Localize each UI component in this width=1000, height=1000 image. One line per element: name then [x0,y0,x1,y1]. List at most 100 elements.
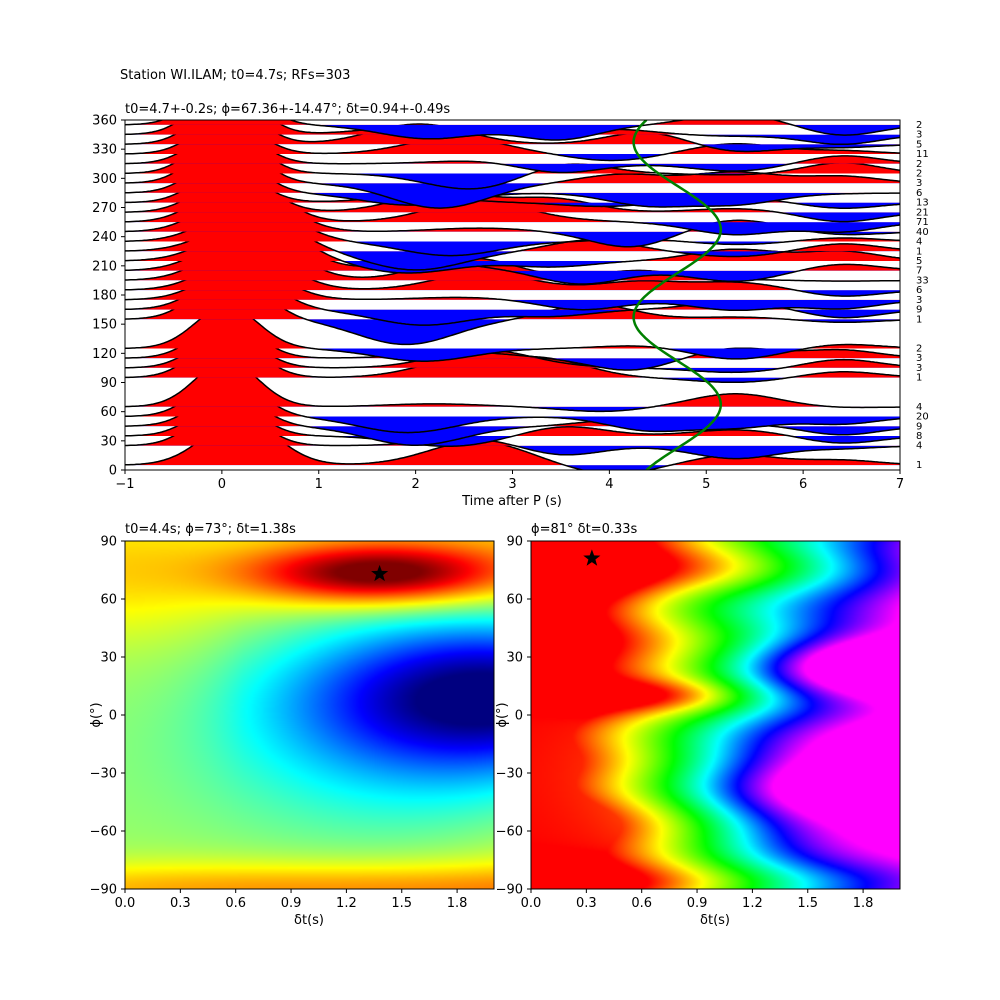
heatmap-x-tick-label: 0.3 [170,896,191,911]
heatmap-x-tick-label: 1.5 [797,896,818,911]
rf-count-label: 3 [916,130,922,141]
heatmap-y-tick-label: −60 [496,825,523,840]
rf-y-tick-label: 270 [92,201,117,216]
heatmap-y-tick-label: 60 [506,593,523,608]
rf-count-label: 8 [916,431,922,442]
rf-x-tick-label: 5 [702,477,710,492]
rf-positive-fill [125,360,835,407]
rf-x-tick-label: 6 [799,477,807,492]
best-fit-star [371,564,389,582]
heatmap-y-tick-label: 90 [100,535,117,550]
rf-positive-fill [125,402,900,446]
rf-positive-fill [125,400,900,436]
rf-count-label: 5 [916,256,922,267]
right-heatmap-x-ticks: 0.0 0.3 0.6 0.9 1.2 1.5 1.8 [521,889,874,911]
rf-count-label: 33 [916,275,929,286]
rf-count-label: 71 [916,217,929,228]
rf-trace [125,305,900,362]
heatmap-y-tick-label: −30 [90,767,117,782]
rf-y-tick-label: 0 [109,464,117,479]
rf-count-label: 9 [916,421,922,432]
rf-positive-fill [125,137,900,184]
rf-positive-fill [125,253,796,291]
rf-trace-line [125,305,900,362]
right-heatmap-title: ϕ=81° δt=0.33s [531,522,638,537]
rf-y-tick-label: 150 [92,318,117,333]
rf-y-tick-label: 90 [100,376,117,391]
rf-count-label: 21 [916,207,929,218]
rf-x-axis-label: Time after P (s) [461,494,562,509]
rf-count-label: 2 [916,120,922,131]
right-best-fit-star-marker [583,549,601,566]
heatmap-y-tick-label: −30 [496,767,523,782]
rf-count-label: 3 [916,295,922,306]
rf-positive-fill [125,126,900,164]
rf-x-tick-label: 4 [605,477,613,492]
heatmap-x-tick-label: 1.8 [447,896,468,911]
rf-count-label: 1 [916,373,922,384]
heatmap-y-tick-label: 90 [506,535,523,550]
t0-curve [632,120,723,470]
figure-suptitle: Station WI.ILAM; t0=4.7s; RFs=303 [120,68,350,83]
rf-negative-fill [313,183,551,209]
rf-x-tick-label: 3 [508,477,516,492]
rf-count-label: 4 [916,237,922,248]
rf-trace-panel: t0=4.7+-0.2s; ϕ=67.36+-14.47°; δt=0.94+-… [92,102,929,509]
rf-count-label: 6 [916,285,922,296]
rf-y-tick-label: 120 [92,347,117,362]
rf-y-tick-label: 330 [92,143,117,158]
heatmap-x-tick-label: 0.6 [225,896,246,911]
rf-count-label: 13 [916,198,929,209]
rf-x-tick-label: 0 [218,477,226,492]
rf-positive-fill [125,268,900,310]
right-heatmap-image [531,541,900,889]
heatmap-y-tick-label: 0 [515,709,523,724]
heatmap-y-tick-label: −90 [90,883,117,898]
rf-count-label: 5 [916,139,922,150]
rf-y-ticks: 0 30 60 90 120 150 180 210 240 270 300 330 360 [92,114,125,479]
left-heatmap-title: t0=4.4s; ϕ=73°; δt=1.38s [125,522,296,537]
heatmap-x-tick-label: 1.5 [391,896,412,911]
right-heatmap-y-ticks: −90 −60 −30 0 30 60 90 [496,535,531,898]
rf-count-label: 40 [916,227,929,238]
left-heatmap-x-ticks: 0.0 0.3 0.6 0.9 1.2 1.5 1.8 [115,889,468,911]
rf-count-label: 4 [916,402,922,413]
rf-negative-fill [312,348,807,362]
rf-count-label: 2 [916,343,922,354]
rf-x-tick-label: 1 [315,477,323,492]
heatmap-x-tick-label: 1.2 [336,896,357,911]
heatmap-x-tick-label: 1.2 [742,896,763,911]
rf-positive-fill [125,120,900,125]
rf-count-label: 2 [916,159,922,170]
left-heatmap-x-label: δt(s) [294,913,324,928]
rf-count-label: 2 [916,168,922,179]
rf-positive-fill [125,120,900,155]
rf-count-label: 7 [916,266,922,277]
left-heatmap-y-ticks: −90 −60 −30 0 30 60 90 [90,535,125,898]
heatmap-x-tick-label: 0.9 [687,896,708,911]
heatmap-x-tick-label: 0.6 [631,896,652,911]
heatmap-x-tick-label: 1.8 [853,896,874,911]
best-fit-star [583,549,601,566]
rf-y-tick-label: 30 [100,434,117,449]
rf-positive-fill [125,391,900,427]
rf-y-tick-label: 360 [92,114,117,129]
heatmap-y-tick-label: −60 [90,825,117,840]
rf-negative-fill [125,290,900,297]
rf-count-label: 4 [916,441,922,452]
rf-negative-fill [545,358,685,370]
rf-x-tick-label: 2 [411,477,419,492]
heatmap-y-tick-label: 30 [100,651,117,666]
heatmap-y-tick-label: 30 [506,651,523,666]
rf-count-label: 3 [916,353,922,364]
left-heatmap-image [125,541,494,889]
rf-negative-fill [125,202,900,209]
rf-negative-fill [514,445,900,459]
heatmap-x-tick-label: 0.9 [281,896,302,911]
rf-negative-fill [125,192,900,207]
rf-count-label: 1 [916,460,922,471]
heatmap-x-tick-label: 0.0 [521,896,542,911]
rf-y-tick-label: 210 [92,259,117,274]
